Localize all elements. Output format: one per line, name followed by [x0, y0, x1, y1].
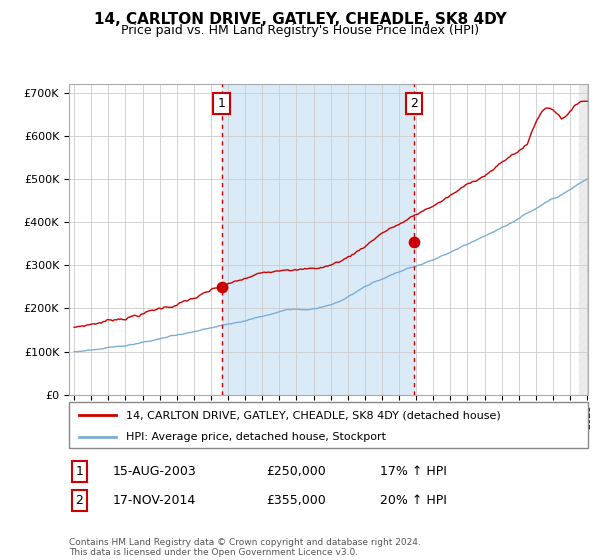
Text: 2: 2: [76, 494, 83, 507]
Text: Price paid vs. HM Land Registry's House Price Index (HPI): Price paid vs. HM Land Registry's House …: [121, 24, 479, 36]
Point: [409, 237, 419, 246]
Text: 1: 1: [76, 465, 83, 478]
Text: 17-NOV-2014: 17-NOV-2014: [113, 494, 196, 507]
Bar: [221, 84, 414, 395]
Text: £355,000: £355,000: [266, 494, 326, 507]
Text: 1: 1: [218, 97, 226, 110]
Text: £250,000: £250,000: [266, 465, 326, 478]
Text: 15-AUG-2003: 15-AUG-2003: [113, 465, 197, 478]
Text: 14, CARLTON DRIVE, GATLEY, CHEADLE, SK8 4DY: 14, CARLTON DRIVE, GATLEY, CHEADLE, SK8 …: [94, 12, 506, 27]
Text: 14, CARLTON DRIVE, GATLEY, CHEADLE, SK8 4DY (detached house): 14, CARLTON DRIVE, GATLEY, CHEADLE, SK8 …: [126, 411, 501, 421]
Text: 2: 2: [410, 97, 418, 110]
Text: 17% ↑ HPI: 17% ↑ HPI: [380, 465, 447, 478]
Point: [217, 282, 226, 291]
Text: HPI: Average price, detached house, Stockport: HPI: Average price, detached house, Stoc…: [126, 432, 386, 442]
Text: Contains HM Land Registry data © Crown copyright and database right 2024.
This d: Contains HM Land Registry data © Crown c…: [69, 538, 421, 557]
Bar: [578, 84, 588, 395]
FancyBboxPatch shape: [69, 402, 588, 448]
Text: 20% ↑ HPI: 20% ↑ HPI: [380, 494, 447, 507]
